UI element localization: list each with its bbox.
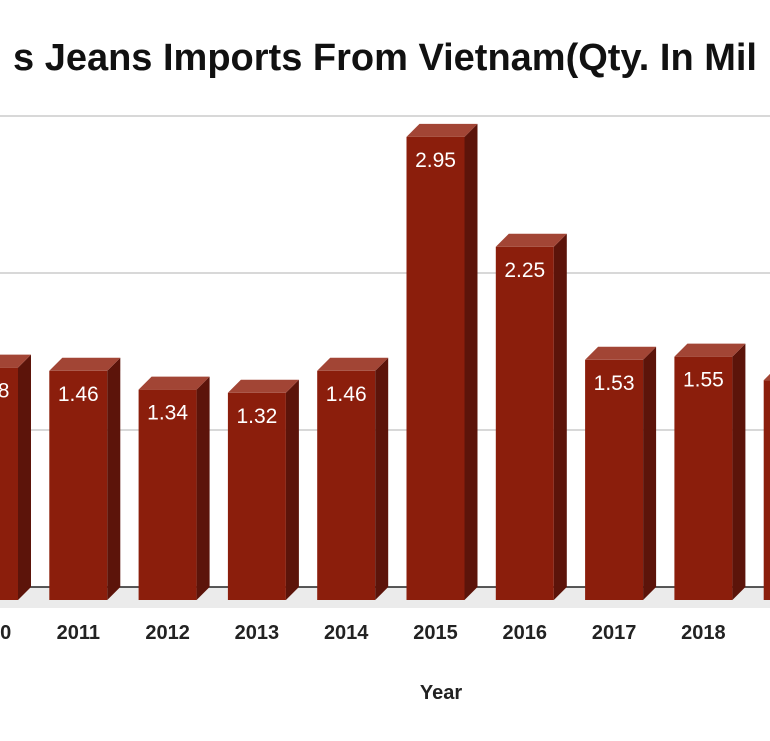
data-label: 1.48 — [0, 380, 9, 403]
data-label: 1.32 — [236, 405, 277, 428]
chart-title: s Jeans Imports From Vietnam(Qty. In Mil — [13, 37, 757, 79]
bar-side — [732, 343, 746, 600]
bar-top — [674, 343, 746, 357]
x-tick-label: 2014 — [324, 622, 369, 644]
bar-2016: 2.25 — [495, 233, 567, 600]
data-label: 1.53 — [594, 372, 635, 395]
x-tick-label: 2012 — [145, 622, 190, 644]
bar-2018: 1.55 — [674, 343, 746, 600]
bar-side — [375, 357, 389, 600]
bar-side — [553, 233, 567, 600]
bar-2015: 2.95 — [406, 123, 478, 600]
bar-front — [763, 380, 770, 600]
bar-top — [585, 346, 657, 360]
bar-front — [585, 359, 644, 600]
data-label: 1.46 — [326, 383, 367, 406]
bar-side — [196, 376, 210, 600]
bar-side — [107, 357, 121, 600]
bar-series: 1.48 1.46 1.34 1.32 1.46 2.95 2.25 1.53 1.55 1.4 — [0, 123, 770, 600]
bar-top — [227, 379, 299, 393]
x-tick-label: 2011 — [57, 622, 100, 644]
bar-2017: 1.53 — [585, 346, 657, 600]
bar-front — [138, 389, 197, 600]
x-tick-label: 2013 — [235, 622, 280, 644]
bar-top — [49, 357, 121, 371]
x-tick-label: 2017 — [592, 622, 637, 644]
bar-top — [138, 376, 210, 390]
bar-front — [317, 370, 376, 600]
bar-top — [0, 354, 31, 368]
bar-2019: 1.4 — [763, 373, 770, 600]
bar-front — [406, 136, 465, 600]
bar-2011: 1.46 — [49, 357, 121, 600]
bar-top — [763, 373, 770, 381]
bar-top — [406, 123, 478, 137]
bar-top — [495, 233, 567, 247]
x-tick-label: 2016 — [503, 622, 548, 644]
x-tick-label: 2018 — [681, 622, 726, 644]
x-tick-label: 2010 — [0, 622, 11, 644]
bar-side — [285, 379, 299, 600]
bar-front — [227, 392, 286, 600]
data-label: 2.25 — [504, 259, 545, 282]
data-label: 1.55 — [683, 369, 724, 392]
data-label: 2.95 — [415, 149, 456, 172]
bar-2013: 1.32 — [227, 379, 299, 600]
bar-2010: 1.48 — [0, 354, 31, 600]
x-tick-label: 2015 — [413, 622, 458, 644]
bar-side — [643, 346, 657, 600]
bar-side — [18, 354, 31, 600]
bar-side — [464, 123, 478, 600]
bar-front — [0, 367, 18, 600]
bar-front — [495, 246, 554, 600]
data-label: 1.34 — [147, 402, 188, 425]
bar-top — [317, 357, 389, 371]
bar-2014: 1.46 — [317, 357, 389, 600]
bar-front — [49, 370, 108, 600]
bar-front — [674, 356, 733, 600]
x-axis-label: Year — [420, 682, 462, 704]
bar-2012: 1.34 — [138, 376, 210, 600]
data-label: 1.46 — [58, 383, 99, 406]
x-tick-labels: 2010201120122013201420152016201720182019 — [0, 622, 726, 644]
